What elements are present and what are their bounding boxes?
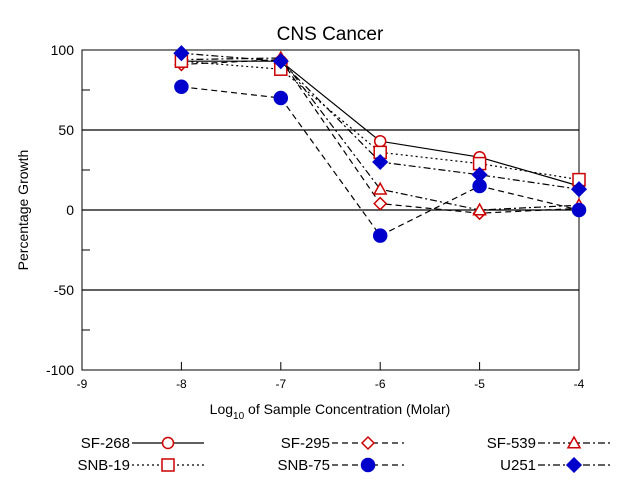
x-axis: -9 -8 -7 -6 -5 -4 xyxy=(77,362,585,391)
x-axis-label-log: Log xyxy=(210,401,233,417)
legend-marker xyxy=(161,436,175,450)
series-sf-268 xyxy=(175,54,586,193)
x-tick-label: -5 xyxy=(474,377,485,391)
legend-item-sf-295: SF-295 xyxy=(281,435,404,452)
y-tick-label: -100 xyxy=(46,362,74,378)
legend-item-sf-539: SF-539 xyxy=(487,435,610,452)
data-point xyxy=(372,181,388,195)
legend-label: SF-295 xyxy=(281,435,330,452)
series-layer xyxy=(173,45,588,243)
data-point xyxy=(272,53,289,70)
legend-item-u251: U251 xyxy=(500,456,610,474)
y-tick-label: -50 xyxy=(54,282,74,298)
legend-marker xyxy=(565,456,583,474)
x-tick-label: -6 xyxy=(375,377,386,391)
legend-item-snb-75: SNB-75 xyxy=(277,457,404,474)
data-point xyxy=(273,90,289,106)
legend-label: SF-268 xyxy=(81,435,130,452)
legend-label: SNB-75 xyxy=(277,457,330,474)
data-point xyxy=(472,202,487,216)
x-axis-label-rest: of Sample Concentration (Molar) xyxy=(244,401,450,417)
data-point xyxy=(471,166,488,183)
series-snb-75 xyxy=(174,79,587,243)
legend-label: SNB-19 xyxy=(77,457,130,474)
series-line xyxy=(181,60,580,181)
y-axis: -100 -50 0 50 100 xyxy=(46,42,90,378)
data-point xyxy=(174,79,189,95)
reference-lines xyxy=(82,129,579,291)
x-tick-label: -4 xyxy=(574,377,585,391)
data-point xyxy=(372,228,388,243)
legend: SF-268 SF-295 SF-539 SNB-19 SNB-75 U251 xyxy=(77,435,610,474)
data-point xyxy=(571,202,587,218)
data-point xyxy=(373,134,387,148)
legend-marker xyxy=(360,435,376,451)
x-axis-label-subscript: 10 xyxy=(233,411,245,422)
data-point xyxy=(373,196,388,211)
x-tick-label: -7 xyxy=(275,377,286,391)
data-point xyxy=(173,45,190,62)
legend-label: SF-539 xyxy=(487,435,536,452)
legend-marker xyxy=(360,457,376,473)
x-tick-label: -9 xyxy=(77,377,88,391)
series-sf-539 xyxy=(174,50,587,216)
series-line xyxy=(181,86,580,237)
legend-item-sf-268: SF-268 xyxy=(81,435,204,452)
x-tick-label: -8 xyxy=(176,377,187,391)
y-tick-label: 50 xyxy=(58,122,74,138)
y-tick-label: 100 xyxy=(51,42,75,58)
y-axis-label: Percentage Growth xyxy=(15,150,31,271)
legend-marker xyxy=(161,458,175,472)
data-point xyxy=(570,181,588,198)
legend-marker xyxy=(566,435,582,449)
legend-label: U251 xyxy=(500,457,536,474)
series-u251 xyxy=(173,45,588,198)
x-axis-label: Log10 of Sample Concentration (Molar) xyxy=(210,401,451,422)
legend-item-snb-19: SNB-19 xyxy=(77,457,204,474)
data-point xyxy=(372,153,389,171)
y-tick-label: 0 xyxy=(66,202,74,218)
chart-title: CNS Cancer xyxy=(277,24,384,45)
